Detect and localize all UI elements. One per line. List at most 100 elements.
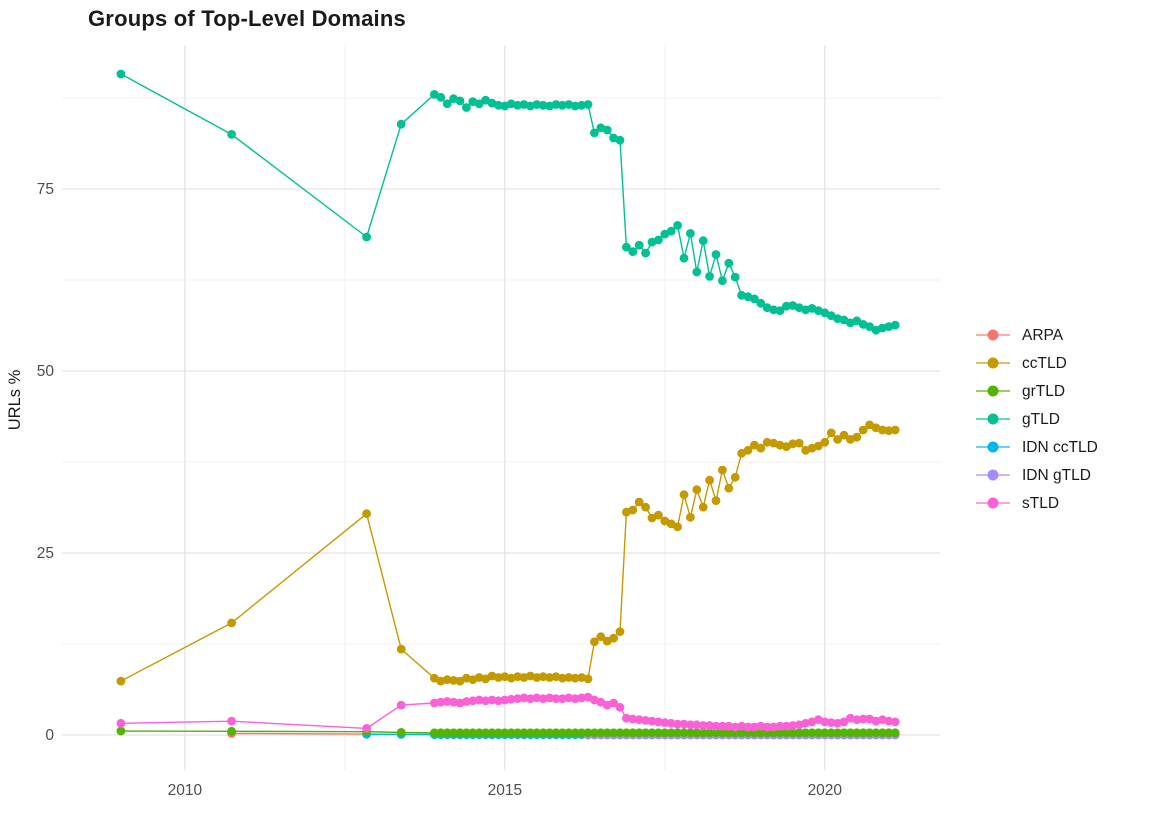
series-grtld-point <box>615 728 625 738</box>
series-gtld-point <box>711 250 721 259</box>
series-stld-point <box>532 693 542 703</box>
series-gtld-point <box>462 103 471 112</box>
series-grtld-point <box>647 728 657 738</box>
series-cctld-point <box>718 465 727 475</box>
series-stld-point <box>858 714 868 724</box>
series-gtld-point <box>666 226 676 236</box>
series-stld-point <box>362 724 371 733</box>
legend-label-idn-cctld: IDN ccTLD <box>1022 439 1098 456</box>
series-gtld-point <box>698 236 708 246</box>
legend-key-dot-stld <box>987 497 999 509</box>
series-cctld-point <box>730 472 740 482</box>
series-stld-point <box>227 716 237 726</box>
series-cctld-point <box>538 672 548 682</box>
series-gtld-point <box>782 301 791 311</box>
series-cctld-point <box>852 432 862 442</box>
series-stld-point <box>826 718 836 727</box>
series-stld-point <box>551 694 561 703</box>
series-gtld-point <box>686 229 695 238</box>
series-grtld-point <box>634 728 644 738</box>
series-cctld-point <box>570 673 580 683</box>
y-tick-label: 0 <box>45 727 54 744</box>
series-stld-point <box>654 717 663 727</box>
series-cctld-point <box>532 673 542 682</box>
series-cctld-point <box>116 676 126 686</box>
series-gtld-point <box>583 100 593 109</box>
series-grtld-point <box>724 728 734 738</box>
y-axis-title: URLs % <box>6 369 24 430</box>
series-stld-point <box>737 721 746 731</box>
series-stld-point <box>782 721 791 731</box>
series-stld-point <box>462 697 471 706</box>
legend-label-stld: sTLD <box>1022 495 1059 512</box>
series-cctld-point <box>362 509 371 519</box>
legend-key-dot-gtld <box>987 413 999 425</box>
series-grtld-point <box>814 728 823 738</box>
series-stld-point <box>481 696 490 706</box>
series-stld-point <box>494 696 503 706</box>
series-cctld-point <box>839 430 849 440</box>
series-grtld-point <box>455 728 465 738</box>
series-gtld-point <box>622 242 631 252</box>
series-grtld-point <box>227 726 237 736</box>
series-grtld-point <box>564 728 574 738</box>
series-stld-point <box>788 721 798 730</box>
series-grtld-point <box>519 728 529 738</box>
series-cctld-point <box>826 428 836 438</box>
series-grtld-point <box>820 728 830 738</box>
series-stld-point <box>852 715 862 725</box>
series-stld-point <box>890 717 900 727</box>
series-gtld-point <box>679 253 689 263</box>
legend-key-dot-idn-gtld <box>987 469 999 481</box>
series-grtld-point <box>884 728 894 738</box>
series-gtld-point <box>775 306 785 315</box>
series-grtld-point <box>551 728 561 738</box>
series-grtld-point <box>442 728 452 738</box>
x-tick-label: 2015 <box>488 782 522 799</box>
series-stld-point <box>820 717 830 727</box>
series-gtld-point <box>442 99 452 109</box>
series-grtld-point <box>532 728 542 738</box>
series-stld-point <box>775 721 785 731</box>
series-cctld-point <box>396 644 406 654</box>
series-grtld-point <box>833 728 842 738</box>
series-stld-point <box>724 721 734 731</box>
series-grtld-point <box>782 728 791 738</box>
series-gtld-point <box>756 298 766 308</box>
series-cctld-point <box>756 443 766 453</box>
series-grtld-point <box>801 728 810 738</box>
legend-key-dot-grtld <box>987 385 999 397</box>
legend-key-dot-arpa <box>987 329 999 341</box>
series-stld-point <box>756 721 766 731</box>
series-grtld-point <box>807 728 817 738</box>
series-stld-point <box>692 720 702 730</box>
series-gtld-point <box>705 272 714 281</box>
series-grtld-point <box>737 728 746 738</box>
series-grtld-point <box>462 728 471 738</box>
series-stld-point <box>641 716 650 725</box>
series-stld-point <box>750 722 759 732</box>
series-stld-point <box>839 717 849 727</box>
legend-label-grtld: grTLD <box>1022 383 1065 400</box>
series-grtld-point <box>468 728 478 738</box>
series-cctld-point <box>698 502 708 512</box>
series-cctld-point <box>628 505 638 515</box>
series-cctld-point <box>654 510 663 520</box>
x-tick-label: 2010 <box>168 782 203 799</box>
series-gtld-point <box>590 128 599 138</box>
series-cctld-point <box>641 502 650 512</box>
series-stld-point <box>634 715 644 725</box>
legend-key-dot-cctld <box>987 357 999 369</box>
series-stld-point <box>615 702 625 712</box>
series-grtld-point <box>513 728 522 738</box>
series-grtld-point <box>449 728 458 738</box>
series-cctld-point <box>788 439 798 449</box>
series-cctld-point <box>634 497 644 507</box>
series-cctld-point <box>743 445 753 455</box>
series-gtld-line <box>120 73 896 331</box>
legend-label-gtld: gTLD <box>1022 411 1060 428</box>
series-stld-point <box>564 693 574 703</box>
series-gtld-point <box>494 100 503 110</box>
x-tick-label: 2020 <box>808 782 843 799</box>
series-cctld-point <box>596 632 606 642</box>
